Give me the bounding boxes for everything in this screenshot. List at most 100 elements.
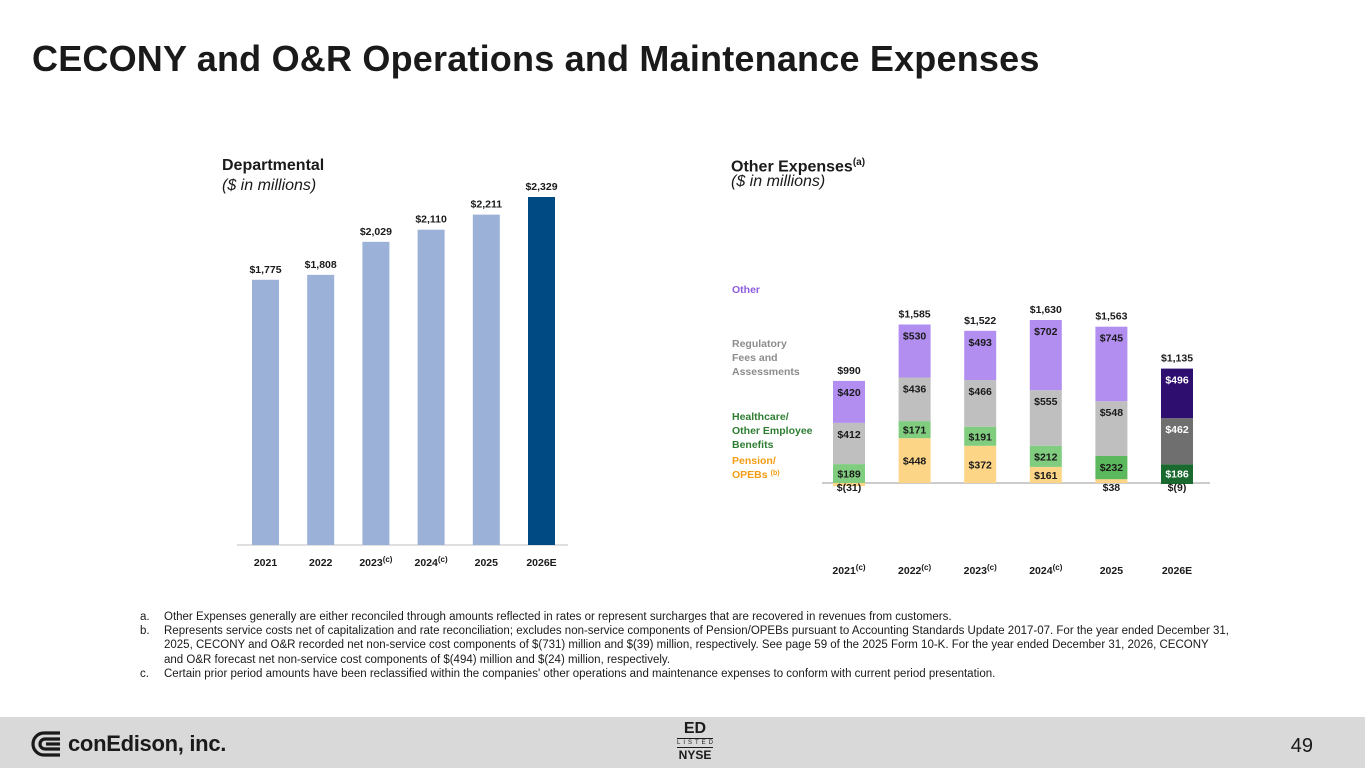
segment-1-2024 [1029,445,1062,467]
footnote-c: c. Certain prior period amounts have been… [140,667,1230,681]
other-expenses-title-text: Other Expenses [731,158,853,176]
segment-2-2023 [964,380,997,427]
footnote-text: Certain prior period amounts have been r… [164,667,996,680]
stack-total-label: $1,585 [899,309,931,321]
legend-line: Benefits [732,439,774,451]
nyse-listing-badge: ED LISTED NYSE [673,721,717,762]
segment-0-2023 [964,445,997,483]
bar-value-label: $2,329 [525,181,557,193]
legend-line: OPEBs [732,469,768,481]
other-expenses-chart-title: Other Expenses(a) [731,157,865,176]
bar-2022 [307,274,335,545]
segment-value-label: $232 [1100,462,1124,474]
segment-value-label: $186 [1165,469,1189,481]
stack-total-label: $1,563 [1095,311,1127,323]
x-tick-label: 2024(c) [1029,563,1062,577]
segment-3-2026E [1161,368,1193,419]
x-tick-label: 2025 [475,557,499,569]
segment-1-2022 [898,421,931,439]
segment-0-2025 [1095,479,1128,483]
bar-2023 [362,241,390,545]
segment-value-label: $555 [1034,396,1058,408]
x-tick-label: 2023(c) [964,563,997,577]
segment-0-2024 [1029,466,1062,483]
x-tick-note: (c) [987,563,997,572]
bar-2025 [472,214,500,546]
page-number: 49 [1290,735,1313,757]
segment-value-label: $(9) [1168,482,1187,494]
legend-3: Other [732,284,760,296]
segment-1-2026E [1161,464,1193,483]
legend-note: (b) [771,470,780,477]
legend-line: Fees and [732,352,778,364]
segment-value-label: $189 [837,469,861,481]
footnote-text: Represents service costs net of capitali… [164,625,1229,666]
segment-3-2021 [833,380,865,423]
footnote-text: Other Expenses generally are either reco… [164,611,952,623]
stack-total-label: $1,522 [964,315,996,327]
legend-1: Healthcare/Other Employee Benefits [732,411,813,451]
segment-0-2026E [1161,483,1193,484]
exchange-name: NYSE [678,748,712,762]
segment-value-label: $530 [903,331,927,343]
segment-1-2023 [964,426,997,446]
segment-value-label: $462 [1165,424,1189,436]
legend-line: Other Employee [732,425,813,437]
x-tick-label: 2021 [254,557,278,569]
segment-3-2023 [964,330,997,381]
ticker-symbol: ED [683,720,707,737]
segment-value-label: $702 [1034,326,1058,338]
segment-3-2022 [898,324,931,378]
segment-value-label: $496 [1165,375,1189,387]
legend-0: Pension/OPEBs (b) [732,455,780,481]
legend-2: Regulatory Fees and Assessments [732,338,800,378]
bar-value-label: $1,808 [305,259,337,271]
stack-total-label: $990 [837,365,861,377]
footnote-a: a. Other Expenses generally are either re… [140,610,1230,624]
segment-value-label: $212 [1034,451,1058,463]
x-tick-note: (c) [856,563,866,572]
bar-value-label: $1,775 [249,264,281,276]
x-tick-label: 2026E [526,557,556,569]
other-expenses-title-note: (a) [852,157,866,168]
segment-value-label: $548 [1100,407,1124,419]
segment-value-label: $191 [969,431,993,443]
legend-line: Healthcare/ [732,411,789,423]
listed-label: LISTED [677,738,717,748]
x-tick-label: 2025 [1100,565,1124,577]
segment-value-label: $420 [837,387,861,399]
x-tick-label: 2021(c) [832,563,865,577]
x-tick-note: (c) [1053,563,1063,572]
footnote-letter: a. [140,611,150,623]
segment-2-2025 [1095,401,1128,456]
stack-total-label: $1,630 [1030,304,1062,316]
segment-1-2021 [833,464,865,483]
conedison-logo: conEdison, inc. [30,729,226,759]
company-name: conEdison, inc. [68,731,227,756]
footnote-letter: c. [140,667,149,680]
departmental-chart-subtitle: ($ in millions) [222,177,317,194]
x-tick-note: (c) [383,555,393,564]
segment-value-label: $38 [1103,482,1121,494]
legend-line: Regulatory [732,338,787,350]
footnotes: a. Other Expenses generally are either re… [140,610,1230,681]
segment-3-2025 [1095,326,1128,402]
bar-2024 [417,229,445,545]
segment-value-label: $448 [903,456,927,468]
x-tick-note: (c) [438,555,448,564]
bar-value-label: $2,110 [415,214,447,226]
legend-line: Other [732,284,760,296]
segment-value-label: $466 [969,386,993,398]
conedison-logo-icon [31,731,60,757]
segment-3-2024 [1029,320,1062,391]
segment-2-2026E [1161,418,1193,465]
x-tick-label: 2022 [309,557,333,569]
other-expenses-chart-subtitle: ($ in millions) [731,173,826,190]
page-title: CECONY and O&R Operations and Maintenanc… [32,38,1040,79]
bar-value-label: $2,029 [360,226,392,238]
bar-2021 [252,279,279,545]
segment-value-label: $161 [1034,470,1058,482]
segment-value-label: $412 [837,429,861,441]
